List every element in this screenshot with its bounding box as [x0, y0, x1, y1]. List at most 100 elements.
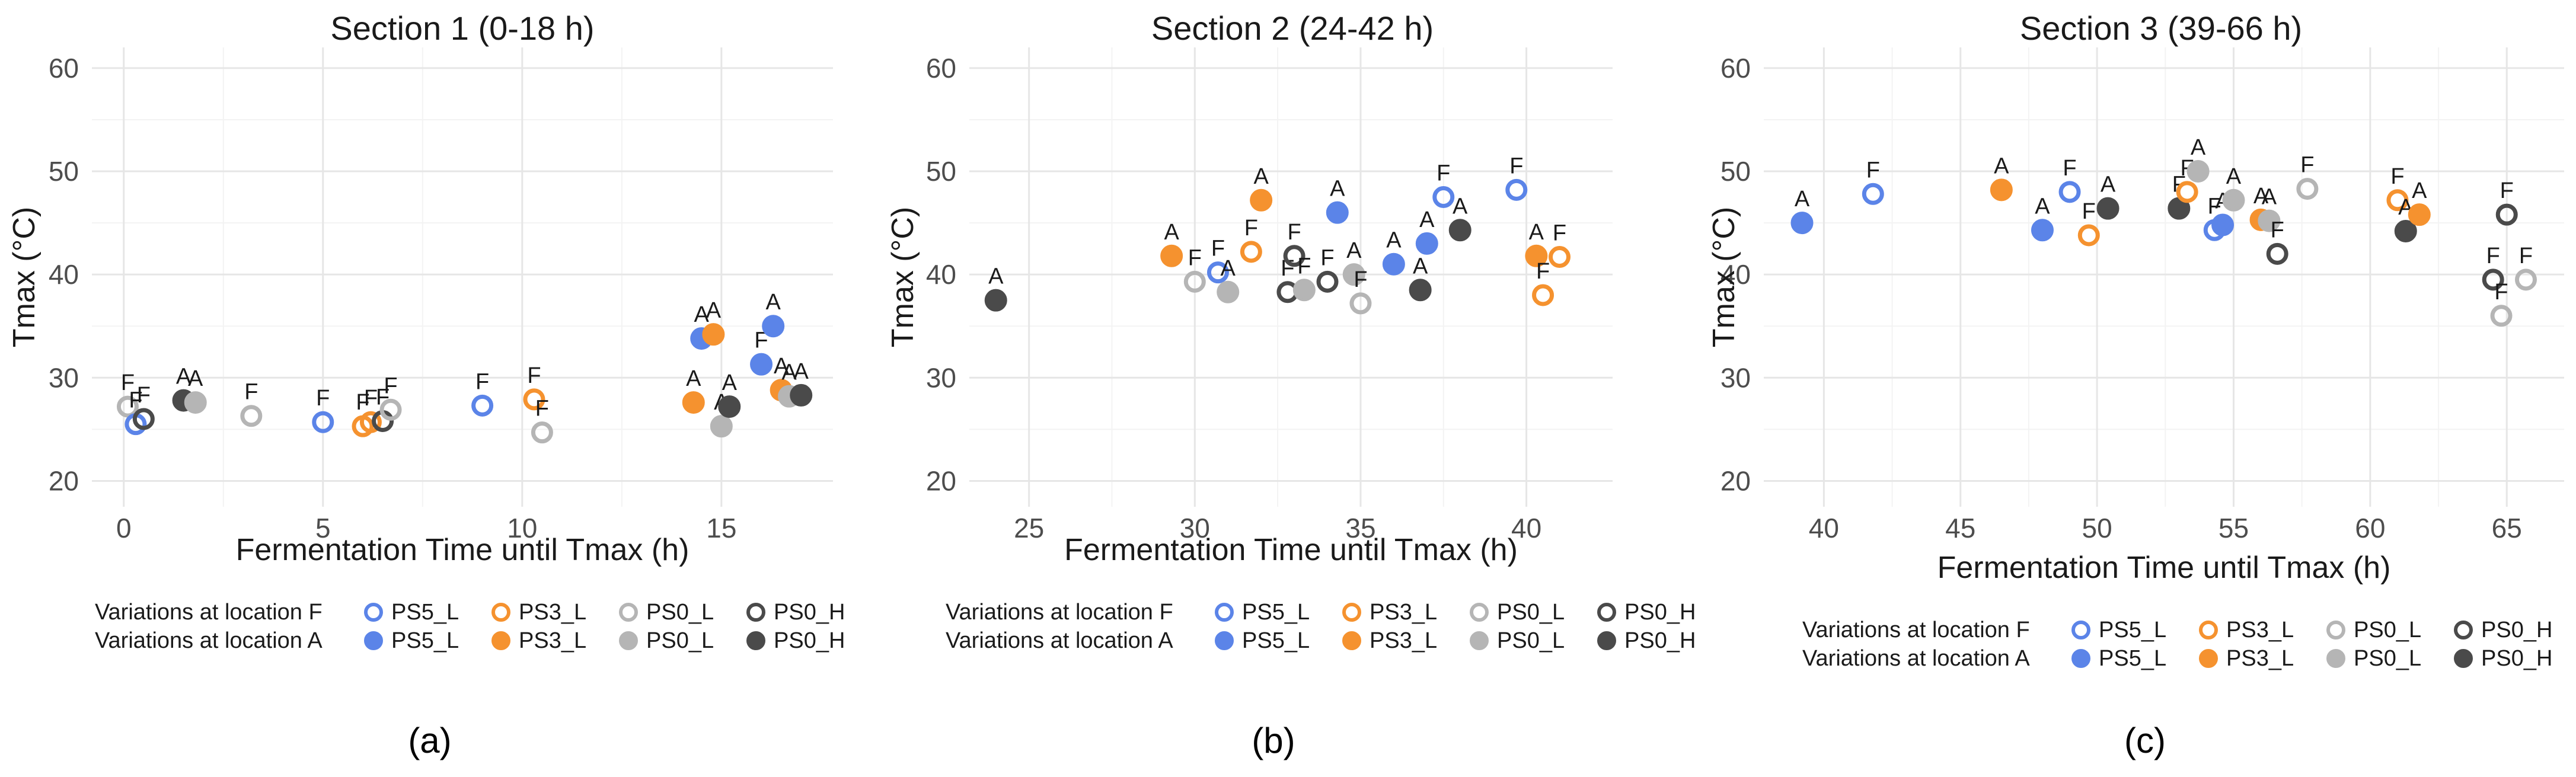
x-axis-label: Fermentation Time until Tmax (h): [1064, 533, 1518, 567]
x-tick-label: 55: [2219, 513, 2249, 543]
data-point: [984, 289, 1007, 312]
point-label: F: [1866, 158, 1880, 183]
data-point: [1240, 241, 1262, 263]
point-label: F: [2390, 164, 2404, 189]
point-label: A: [2191, 135, 2206, 160]
y-tick-label: 50: [49, 156, 79, 187]
data-point: [1292, 279, 1316, 302]
legend-marker-filled: [491, 631, 510, 650]
data-point: [2266, 242, 2288, 265]
x-tick-label: 5: [315, 513, 331, 543]
point-label: A: [1419, 207, 1435, 232]
legend-entry-label: PS5_L: [2099, 618, 2166, 642]
legend-entry-label: PS3_L: [519, 600, 586, 625]
data-point: [2176, 181, 2198, 203]
data-point: [1525, 244, 1548, 267]
point-label: F: [1297, 254, 1311, 279]
data-point: [2096, 197, 2119, 220]
point-label: F: [384, 373, 397, 398]
legend-marker-hollow: [1342, 603, 1361, 622]
data-point: [184, 391, 207, 414]
point-label: F: [1188, 245, 1202, 270]
point-label: A: [1994, 154, 2009, 178]
legend-entry-label: PS5_L: [2099, 646, 2166, 671]
data-point: [1283, 245, 1305, 267]
data-point: [531, 421, 553, 444]
data-point: [1549, 246, 1571, 268]
data-point: [379, 398, 402, 421]
data-point: [2296, 178, 2319, 200]
y-tick-label: 30: [926, 362, 956, 393]
chart-title: Section 1 (0-18 h): [330, 9, 594, 47]
point-label: F: [527, 363, 541, 388]
x-tick-label: 15: [706, 513, 736, 543]
legend-entry-label: PS3_L: [2226, 618, 2294, 642]
point-label: F: [2271, 218, 2284, 242]
point-label: A: [1413, 254, 1428, 279]
legend-marker-filled: [1597, 631, 1616, 650]
data-point: [682, 391, 705, 414]
data-point: [2186, 159, 2210, 183]
legend-entry-label: PS0_L: [2354, 646, 2421, 671]
legend-entry-label: PS3_L: [1370, 628, 1437, 653]
legend-marker-hollow: [1597, 603, 1616, 622]
chart-title: Section 3 (39-66 h): [2020, 9, 2302, 47]
legend-marker-filled: [2454, 649, 2473, 668]
data-point: [359, 411, 382, 433]
data-point: [2222, 188, 2245, 212]
data-point: [2394, 220, 2417, 242]
point-label: A: [176, 364, 191, 389]
legend-entry-label: PS0_H: [1624, 628, 1696, 653]
data-point: [240, 405, 263, 427]
y-tick-label: 40: [1720, 259, 1751, 290]
point-label: A: [1529, 220, 1544, 245]
point-label: A: [774, 354, 789, 379]
legend-row-label-f: Variations at location F: [946, 600, 1173, 625]
legend-entry-label: PS0_H: [2481, 618, 2552, 642]
legend-marker-hollow: [2199, 621, 2218, 639]
x-tick-label: 60: [2355, 513, 2385, 543]
data-point: [1532, 284, 1554, 306]
data-point: [1217, 280, 1240, 303]
point-label: F: [2486, 244, 2500, 268]
x-tick-label: 40: [1809, 513, 1839, 543]
data-point: [1990, 178, 2013, 202]
y-tick-label: 50: [926, 156, 956, 187]
point-label: F: [364, 386, 378, 411]
point-label: A: [1221, 256, 1236, 281]
data-point: [2211, 213, 2235, 236]
y-tick-label: 60: [926, 53, 956, 84]
legend-entry-label: PS0_L: [1497, 600, 1565, 625]
x-tick-label: 10: [507, 513, 537, 543]
point-label: F: [1244, 216, 1258, 241]
data-point: [312, 411, 334, 433]
point-label: F: [2494, 280, 2508, 305]
legend-entry-label: PS3_L: [519, 628, 586, 653]
x-tick-label: 25: [1014, 513, 1044, 543]
point-label: F: [535, 397, 549, 421]
data-point: [762, 315, 785, 338]
point-label: A: [2262, 185, 2277, 210]
data-point: [2495, 203, 2518, 226]
legend-entry-label: PS0_H: [774, 600, 845, 625]
point-label: F: [1553, 221, 1566, 246]
data-point: [132, 408, 155, 430]
point-label: A: [794, 359, 809, 384]
point-label: A: [694, 302, 710, 327]
point-label: A: [1795, 187, 1810, 212]
data-point: [2077, 224, 2100, 247]
point-label: A: [2101, 172, 2116, 197]
point-label: F: [137, 383, 151, 408]
point-label: A: [766, 290, 781, 315]
data-point: [2031, 219, 2054, 242]
data-point: [1160, 244, 1183, 267]
point-label: A: [1346, 238, 1362, 263]
point-label: F: [1320, 245, 1334, 270]
data-point: [1409, 279, 1432, 302]
legend-entry-label: PS0_L: [2354, 618, 2421, 642]
data-point: [750, 353, 773, 376]
y-axis-label: Tmax (°C): [1707, 207, 1741, 347]
x-tick-label: 65: [2492, 513, 2522, 543]
x-tick-label: 0: [116, 513, 132, 543]
legend-entry-label: PS5_L: [1242, 600, 1310, 625]
